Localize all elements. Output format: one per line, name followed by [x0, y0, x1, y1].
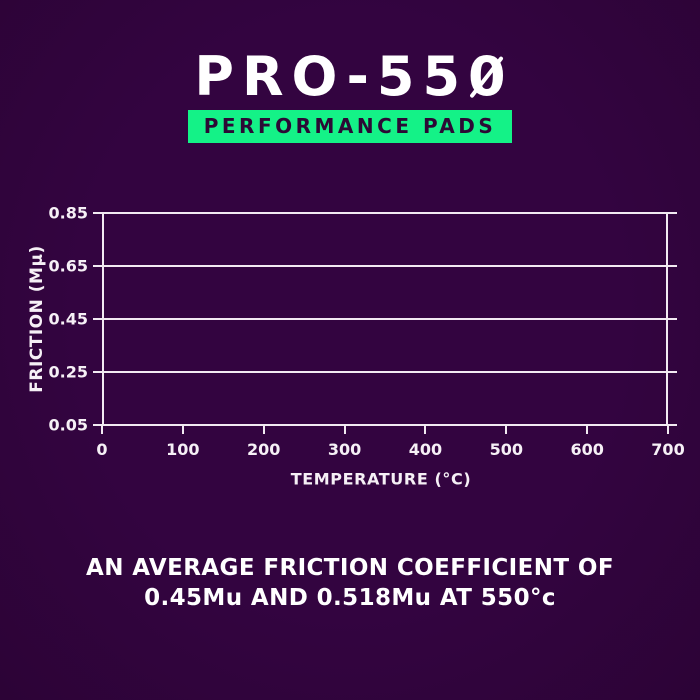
y-tick-label: 0.25: [48, 362, 88, 382]
x-axis-title: TEMPERATURE (°C): [290, 469, 472, 489]
y-tick-label: 0.45: [48, 309, 88, 329]
x-tick: [586, 425, 589, 434]
y-axis-line: [102, 213, 104, 425]
slashed-zero: 0: [468, 45, 506, 108]
x-axis-line: [93, 424, 677, 426]
y-tick-label: 0.85: [48, 203, 88, 223]
performance-pads-badge: PERFORMANCE PADS: [187, 110, 513, 143]
x-tick-label: 0: [96, 440, 108, 459]
product-title-text: PRO-55: [194, 45, 469, 108]
x-tick: [262, 425, 265, 434]
x-tick-label: 500: [489, 440, 523, 459]
friction-temperature-chart: FRICTION (Mμ) 0.85 0.65 0.45 0.25 0.05: [0, 204, 700, 489]
gridline-0.65: [93, 265, 677, 267]
right-frame-line: [666, 213, 668, 425]
gridline-0.45: [93, 318, 677, 320]
caption: AN AVERAGE FRICTION COEFFICIENT OF 0.45M…: [0, 553, 700, 613]
caption-line2: 0.45Mu AND 0.518Mu AT 550°c: [144, 585, 556, 611]
x-tick: [181, 425, 184, 434]
x-tick-label: 400: [408, 440, 443, 459]
y-tick-label: 0.05: [48, 415, 88, 435]
gridline-0.85: [93, 212, 677, 214]
x-tick: [424, 425, 427, 434]
x-tick: [101, 425, 103, 434]
x-tick-label: 100: [166, 440, 200, 459]
x-tick-label: 600: [570, 440, 604, 459]
y-tick-label: 0.65: [48, 256, 88, 276]
caption-line1: AN AVERAGE FRICTION COEFFICIENT OF: [86, 555, 614, 581]
header: PRO-550 PERFORMANCE PADS: [0, 0, 700, 143]
plot-area: 0.85 0.65 0.45 0.25 0.05 0 100 200 300 4…: [49, 204, 685, 460]
product-title: PRO-550: [0, 50, 700, 104]
x-tick: [667, 425, 669, 434]
x-tick-label: 200: [247, 440, 281, 459]
x-tick: [343, 425, 346, 434]
x-tick: [505, 425, 508, 434]
x-tick-label: 300: [327, 440, 362, 459]
gridline-0.25: [93, 371, 677, 373]
x-tick-label: 700: [651, 440, 685, 459]
